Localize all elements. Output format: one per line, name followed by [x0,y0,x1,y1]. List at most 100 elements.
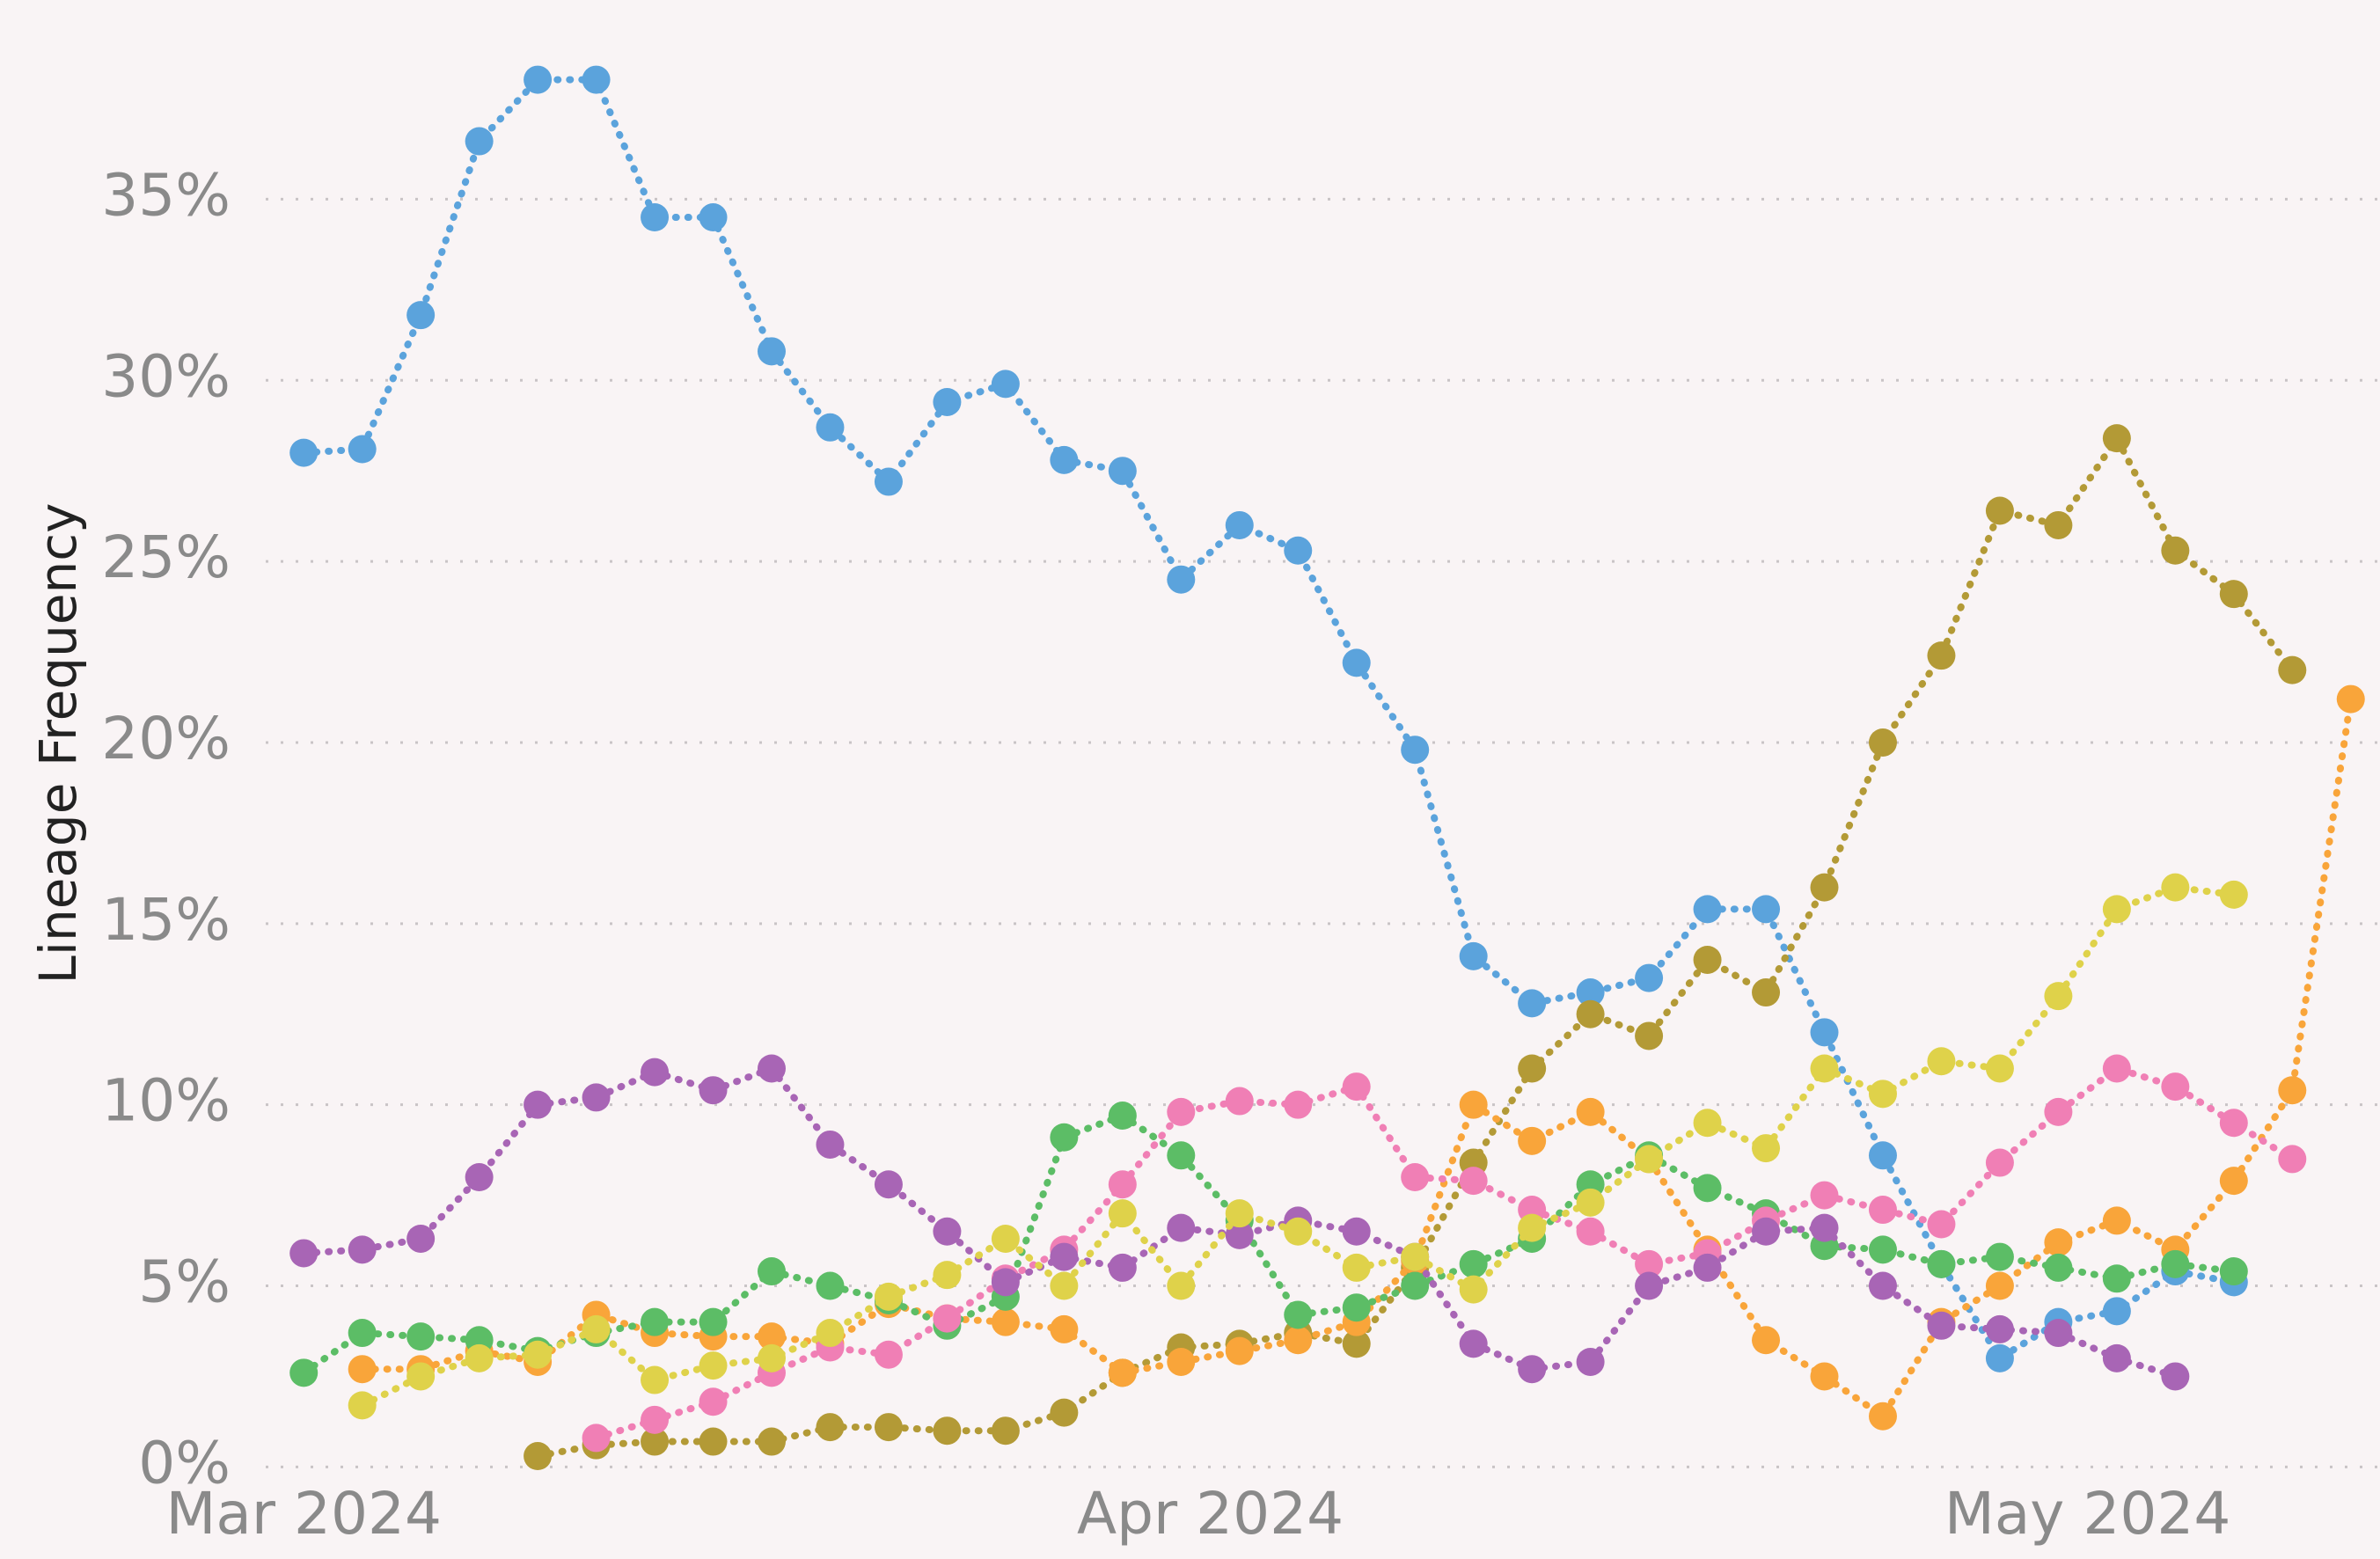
data-point [1342,1293,1371,1322]
data-point [1693,945,1722,974]
data-point [2044,1319,2073,1348]
series-line [300,1111,2237,1377]
data-point [933,1217,962,1246]
data-point [1518,1213,1547,1242]
data-point [1108,457,1137,486]
data-point [1225,1220,1254,1249]
data-point [1401,1242,1430,1271]
data-point [1985,1242,2014,1271]
data-point [2102,1343,2131,1372]
data-point [2102,1206,2131,1235]
data-point [641,1058,670,1087]
data-point [757,1257,786,1286]
data-point [1108,1102,1137,1131]
series [348,873,2248,1420]
data-point [1576,1217,1605,1246]
data-point [1752,978,1781,1007]
data-point [1927,641,1956,670]
data-point [816,1130,845,1159]
data-point [2044,1097,2073,1126]
y-tick-label: 35% [101,161,231,229]
data-point [757,1322,786,1351]
data-point [1927,1047,1956,1076]
data-point [2102,424,2131,453]
data-point [524,1090,553,1119]
data-point [1459,941,1488,970]
data-point [348,435,377,464]
data-point [1225,1087,1254,1116]
data-point [2044,1253,2073,1282]
data-point [1050,1123,1079,1152]
data-point [1810,1213,1839,1242]
data-point [699,1351,728,1380]
data-point [1927,1249,1956,1278]
data-point [641,203,670,232]
data-point [1050,1271,1079,1300]
data-point [933,1416,962,1446]
data-point [1342,1072,1371,1102]
data-point [1868,1235,1897,1264]
data-point [641,1427,670,1456]
data-point [1167,1213,1196,1242]
data-point [2219,1109,2248,1138]
data-point [1342,1253,1371,1282]
data-point [2161,536,2190,565]
data-point [699,1076,728,1105]
data-point [1050,445,1079,474]
data-point [757,1054,786,1083]
data-point [2219,580,2248,609]
data-point [1108,1253,1137,1282]
data-point [933,1304,962,1333]
data-point [1985,496,2014,525]
data-point [582,1083,611,1112]
data-point [1810,873,1839,902]
data-point [1693,1253,1722,1282]
data-point [2161,1072,2190,1102]
data-point [1693,895,1722,924]
data-point [874,1282,903,1311]
data-point [2044,510,2073,539]
data-point [1810,1018,1839,1047]
data-point [1576,1347,1605,1376]
data-point [406,1362,436,1391]
data-point [2102,895,2131,924]
data-point [1927,1311,1956,1340]
data-point [2219,1257,2248,1286]
data-point [524,1340,553,1369]
data-point [1635,1145,1664,1174]
data-point [1635,1021,1664,1050]
data-point [641,1365,670,1394]
data-point [1810,1054,1839,1083]
data-point [348,1391,377,1420]
data-point [1635,1271,1664,1300]
x-tick-label: Apr 2024 [1077,1480,1344,1548]
data-point [1284,1300,1313,1329]
data-point [641,1307,670,1336]
data-point [2102,1297,2131,1326]
data-point [1868,1141,1897,1170]
data-point [2161,873,2190,902]
data-point [465,127,494,156]
data-point [289,1239,319,1268]
data-point [1810,1362,1839,1391]
data-point [1108,1199,1137,1228]
data-point [524,1442,553,1471]
data-point [933,1261,962,1290]
data-point [289,438,319,467]
data-point [1459,1167,1488,1196]
data-point [1342,648,1371,677]
data-point [1985,1343,2014,1372]
data-point [348,1235,377,1264]
data-point [1342,1329,1371,1358]
data-point [406,1322,436,1351]
data-point [816,413,845,442]
data-point [1635,963,1664,992]
data-point [1752,1326,1781,1355]
series-line [358,695,2354,1422]
data-point [1401,1271,1430,1300]
data-point [1167,1097,1196,1126]
data-point [1868,1402,1897,1431]
y-tick-label: 15% [101,886,231,954]
data-point [1459,1329,1488,1358]
data-point [1342,1217,1371,1246]
